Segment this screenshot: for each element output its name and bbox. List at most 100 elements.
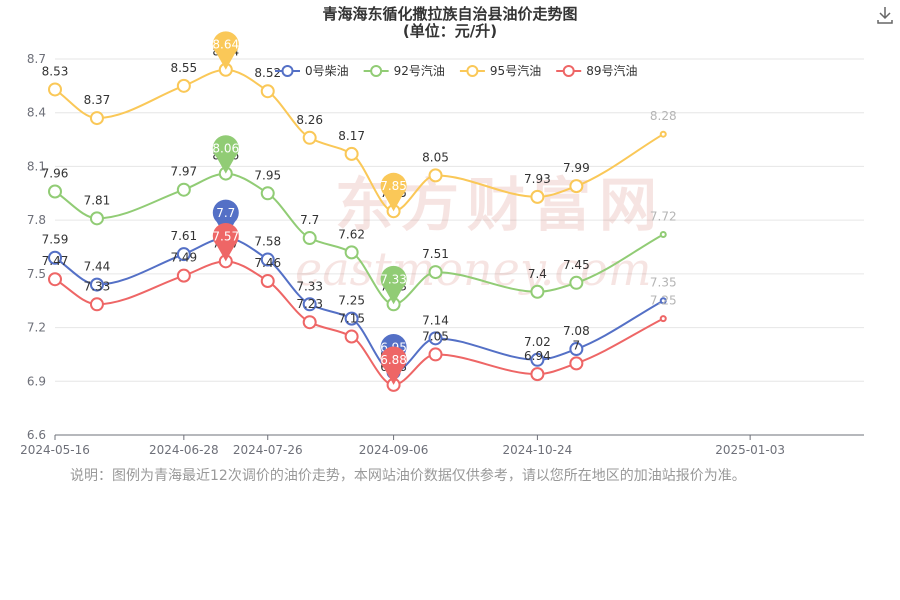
download-icon[interactable]	[877, 6, 893, 24]
max-min-pin	[380, 346, 407, 385]
data-label: 7.25	[650, 294, 677, 308]
legend-label: 0号柴油	[305, 64, 349, 78]
data-label: 7.59	[42, 233, 69, 247]
pin-label: 7.33	[380, 272, 407, 286]
data-point	[89, 111, 104, 126]
chart-title: 青海海东循化撒拉族自治县油价走势图	[322, 5, 578, 23]
data-point	[428, 168, 443, 183]
max-min-pin	[212, 135, 239, 174]
x-tick-label: 2024-07-26	[233, 443, 303, 457]
data-label: 7.23	[296, 297, 323, 311]
y-tick-label: 6.6	[27, 428, 46, 442]
data-point	[260, 84, 275, 99]
data-point	[302, 315, 317, 330]
data-label: 7.08	[563, 324, 590, 338]
data-point	[48, 250, 62, 265]
x-tick-label: 2025-01-03	[715, 443, 785, 457]
data-label: 6.94	[524, 349, 551, 363]
data-label: 7.05	[422, 329, 449, 343]
data-label: 8.55	[170, 61, 197, 75]
data-point	[176, 268, 191, 283]
data-label: 7.33	[296, 279, 323, 293]
data-point	[659, 315, 667, 323]
data-point	[569, 356, 584, 371]
data-label: 7.14	[422, 313, 449, 327]
data-label: 8.26	[296, 113, 323, 127]
data-point	[89, 277, 104, 292]
legend-label: 95号汽油	[490, 63, 541, 78]
y-tick-label: 7.2	[27, 321, 46, 335]
data-point	[344, 146, 359, 161]
data-label: 7.51	[422, 247, 449, 261]
data-label: 8.53	[42, 64, 69, 78]
legend-swatch-marker	[281, 65, 294, 77]
data-label: 7.93	[524, 172, 551, 186]
data-label: 7.72	[650, 209, 677, 223]
data-label: 7.96	[42, 166, 69, 180]
data-point	[344, 329, 359, 344]
data-point	[428, 347, 443, 362]
data-label: 7.97	[170, 165, 197, 179]
max-min-pin	[380, 265, 407, 305]
data-point	[659, 297, 667, 305]
pin-label: 7.7	[216, 206, 235, 220]
data-point	[176, 247, 191, 262]
pin-label: 6.88	[380, 353, 407, 367]
pin-label: 8.06	[212, 142, 239, 156]
data-point	[569, 179, 584, 194]
chart-note: 说明：图例为青海最近12次调价的油价走势，本网站油价数据仅供参考，请以您所在地区…	[70, 468, 746, 484]
data-label: 7.35	[650, 276, 677, 290]
data-label: 7.95	[254, 168, 281, 182]
data-point	[569, 275, 584, 290]
data-point	[260, 186, 275, 201]
legend-swatch-marker	[466, 65, 479, 77]
data-label: 7.44	[84, 260, 111, 274]
data-point	[428, 331, 443, 346]
data-label: 8.17	[338, 129, 365, 143]
max-min-markers: 7.76.958.067.338.647.857.576.88	[212, 31, 407, 385]
data-point	[302, 130, 317, 145]
legend: 0号柴油 92号汽油 95号汽油 89号汽油	[275, 63, 637, 78]
data-point	[48, 184, 62, 199]
data-label: 7.46	[254, 256, 281, 270]
data-label: 7.33	[84, 279, 111, 293]
data-label: 7.47	[42, 254, 69, 268]
data-point	[302, 231, 317, 246]
data-label: 8.37	[84, 93, 111, 107]
legend-swatch-marker	[562, 65, 575, 77]
y-tick-label: 8.1	[27, 159, 46, 173]
legend-swatch-marker	[370, 65, 383, 77]
pin-label: 7.57	[212, 229, 239, 243]
data-point	[176, 78, 191, 93]
data-point	[89, 297, 104, 312]
series-line	[54, 172, 664, 306]
data-label: 7.99	[563, 161, 590, 175]
pin-label: 7.85	[380, 179, 407, 193]
data-point	[428, 265, 443, 280]
data-point	[89, 211, 104, 226]
data-point	[659, 130, 667, 138]
max-min-pin	[380, 172, 407, 212]
data-label: 7.4	[528, 267, 547, 281]
pin-label: 8.64	[212, 38, 239, 52]
y-tick-label: 6.9	[27, 374, 46, 388]
data-point	[530, 367, 545, 382]
data-point	[302, 297, 317, 312]
data-point	[344, 311, 359, 326]
data-label: 8.05	[422, 150, 449, 164]
data-point	[344, 245, 359, 260]
axes: 6.6 6.9 7.2 7.5 7.8 8.1 8.4 8.7 2024-05-16 2024-0…	[20, 52, 864, 457]
x-tick-label: 2024-09-06	[359, 443, 429, 457]
data-label: 7.62	[338, 227, 365, 241]
chart-subtitle: (单位：元/升)	[402, 22, 498, 40]
data-point	[176, 182, 191, 197]
y-tick-label: 8.4	[27, 106, 46, 120]
max-min-pin	[212, 222, 239, 262]
y-tick-label: 7.5	[27, 267, 46, 281]
data-point	[260, 252, 275, 267]
data-label: 7.7	[300, 213, 319, 227]
legend-label: 92号汽油	[394, 63, 445, 78]
data-point	[530, 189, 545, 204]
data-label: 7.15	[338, 312, 365, 326]
